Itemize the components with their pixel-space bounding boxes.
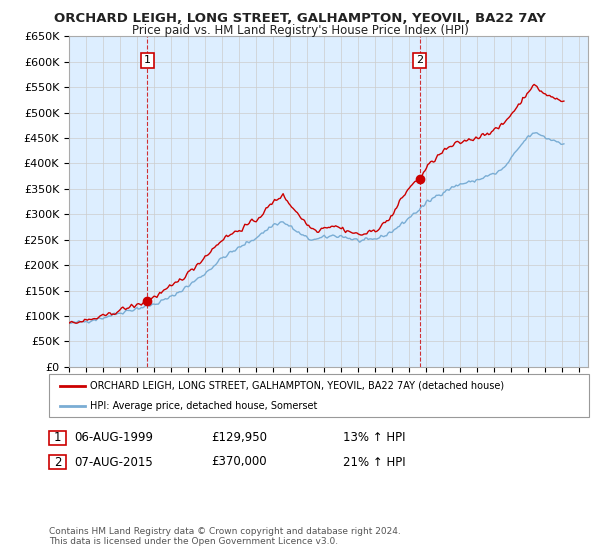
Text: 1: 1 <box>54 431 61 445</box>
Text: 21% ↑ HPI: 21% ↑ HPI <box>343 455 406 469</box>
Text: 06-AUG-1999: 06-AUG-1999 <box>74 431 154 445</box>
Text: 13% ↑ HPI: 13% ↑ HPI <box>343 431 406 445</box>
Text: Price paid vs. HM Land Registry's House Price Index (HPI): Price paid vs. HM Land Registry's House … <box>131 24 469 36</box>
Text: ORCHARD LEIGH, LONG STREET, GALHAMPTON, YEOVIL, BA22 7AY: ORCHARD LEIGH, LONG STREET, GALHAMPTON, … <box>54 12 546 25</box>
Text: £129,950: £129,950 <box>211 431 267 445</box>
Text: 2: 2 <box>54 455 61 469</box>
Text: HPI: Average price, detached house, Somerset: HPI: Average price, detached house, Some… <box>90 402 317 411</box>
Text: 07-AUG-2015: 07-AUG-2015 <box>74 455 153 469</box>
Text: ORCHARD LEIGH, LONG STREET, GALHAMPTON, YEOVIL, BA22 7AY (detached house): ORCHARD LEIGH, LONG STREET, GALHAMPTON, … <box>90 381 504 391</box>
Text: £370,000: £370,000 <box>211 455 267 469</box>
Text: 2: 2 <box>416 55 423 66</box>
Text: Contains HM Land Registry data © Crown copyright and database right 2024.
This d: Contains HM Land Registry data © Crown c… <box>49 526 401 546</box>
Text: 1: 1 <box>144 55 151 66</box>
